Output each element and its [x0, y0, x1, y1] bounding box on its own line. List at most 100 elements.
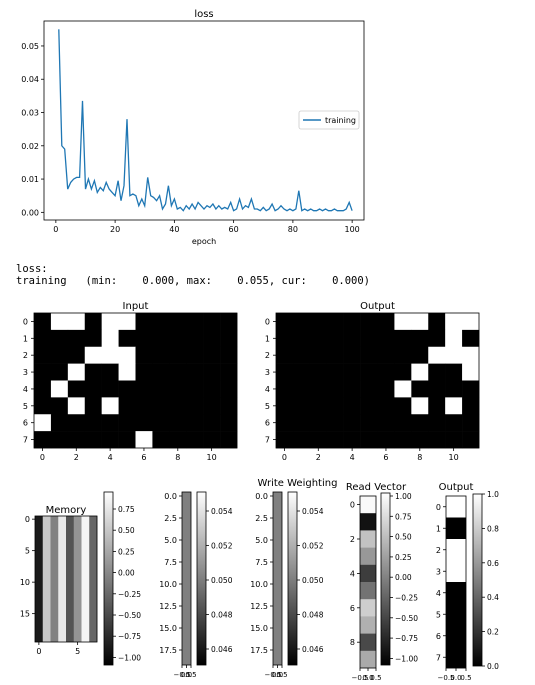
loss-y-tick-label: 0.04 [21, 75, 39, 84]
output-grid-cell [377, 313, 395, 331]
output-grid-cell [394, 380, 412, 398]
output-grid-cell [411, 380, 429, 398]
final-output-y-tick-label: 4 [436, 589, 441, 598]
input-grid-cell [101, 313, 119, 331]
output-grid-x-tick-label: 10 [449, 453, 459, 462]
output-grid-frame [275, 312, 480, 449]
read-vector-cell [360, 599, 376, 617]
write-weighting-panel-y-tick-label: 17.5 [250, 646, 268, 655]
loss-x-tick-label: 0 [53, 225, 58, 234]
output-grid-cell [276, 380, 294, 398]
output-grid-cell [428, 346, 446, 364]
output-grid-cell [309, 380, 328, 398]
input-grid-cell [169, 329, 187, 348]
write-weighting-panel-colorbar-tick-label: 0.050 [302, 576, 324, 585]
input-grid-cell [169, 380, 187, 398]
write-weighting-panel-cell [272, 491, 283, 666]
output-grid-cell [276, 313, 294, 331]
input-grid-cell [186, 414, 204, 432]
loss-x-tick-label: 40 [169, 225, 179, 234]
read-vector-colorbar-tick-label: −0.25 [395, 594, 418, 603]
read-vector-y-tick-label: 6 [350, 604, 355, 613]
read-vector-cell [360, 616, 376, 634]
input-grid-cell [152, 380, 170, 398]
weights-panel-colorbar-tick-label: 0.054 [211, 507, 233, 516]
input-grid-cell [67, 414, 86, 432]
read-vector-y-tick-label: 0 [350, 501, 355, 510]
input-grid-cell [169, 363, 187, 381]
input-grid-cell [152, 329, 170, 348]
loss-y-tick-label: 0.01 [21, 175, 39, 184]
input-grid-cell [101, 431, 119, 449]
output-grid-y-tick-label: 4 [265, 385, 270, 394]
read-vector-cell [360, 530, 376, 548]
input-grid-cell [220, 380, 238, 398]
output-grid-cell [309, 363, 328, 381]
memory-colorbar-tick-label: −0.25 [118, 590, 141, 599]
read-vector-colorbar-tick-label: 0.75 [395, 512, 412, 521]
input-grid-y-tick-label: 6 [23, 419, 28, 428]
memory-column [42, 516, 51, 642]
input-grid-cell [84, 363, 102, 381]
output-grid-cell [462, 431, 480, 449]
input-grid-cell [101, 414, 119, 432]
weights-panel-x-tick-label: 0.0 [181, 671, 192, 679]
output-grid-cell [411, 431, 429, 449]
output-grid-cell [292, 346, 311, 364]
final-output-colorbar-tick-label: 0.2 [487, 628, 499, 637]
input-grid-cell [135, 431, 153, 449]
output-grid-cell [326, 313, 344, 331]
write-weighting-panel-y-tick-label: 15.0 [250, 624, 268, 633]
output-grid-cell [360, 346, 378, 364]
output-grid-cell [276, 397, 294, 415]
write-weighting-panel-y-tick-label: 12.5 [250, 602, 268, 611]
input-grid-x-tick-label: 4 [108, 453, 113, 462]
input-grid-cell [101, 329, 119, 348]
read-vector-colorbar-tick-label: 0.25 [395, 553, 412, 562]
output-grid-cell [326, 431, 344, 449]
input-grid-cell [84, 414, 102, 432]
input-grid-cell [135, 363, 153, 381]
output-grid-cell [377, 346, 395, 364]
loss-y-tick-label: 0.05 [21, 42, 39, 51]
output-grid-cell [360, 380, 378, 398]
log-line-values: training (min: 0.000, max: 0.055, cur: 0… [16, 275, 371, 287]
output-grid-cell [326, 380, 344, 398]
output-grid-cell [428, 313, 446, 331]
input-grid-cell [135, 397, 153, 415]
input-grid-cell [203, 431, 221, 449]
input-grid-cell [50, 363, 69, 381]
input-grid-cell [203, 329, 221, 348]
final-output-cell [446, 646, 466, 669]
output-grid-cell [462, 363, 480, 381]
output-grid-cell [428, 431, 446, 449]
output-grid-y-tick-label: 1 [265, 334, 270, 343]
output-grid-cell [292, 380, 311, 398]
input-grid-cell [186, 397, 204, 415]
output-grid-cell [360, 431, 378, 449]
memory-colorbar-tick-label: 0.75 [118, 505, 135, 514]
input-grid-cell [118, 397, 136, 415]
memory-colorbar-tick-label: 0.00 [118, 569, 135, 578]
memory-y-tick-label: 15 [20, 610, 30, 619]
output-grid-cell [462, 414, 480, 432]
output-grid-cell [377, 380, 395, 398]
input-grid-y-tick-label: 2 [23, 351, 28, 360]
final-output-x-tick-label: 0.0 [450, 674, 461, 682]
read-vector-colorbar-tick-label: 0.00 [395, 573, 412, 582]
input-grid-cell [34, 329, 52, 348]
input-grid-cell [67, 313, 86, 331]
read-vector-colorbar-tick-label: −1.00 [395, 654, 418, 663]
output-grid-cell [326, 329, 344, 348]
input-grid-cell [118, 346, 136, 364]
output-grid-y-tick-label: 2 [265, 351, 270, 360]
output-grid-title: Output [360, 301, 395, 312]
weights-panel-y-tick-label: 0.0 [164, 492, 177, 501]
input-grid-cell [169, 346, 187, 364]
input-grid-x-tick-label: 0 [40, 453, 45, 462]
write-weighting-panel-x-tick-label: −0.5 [265, 671, 282, 679]
write-weighting-panel-y-tick-label: 5.0 [255, 536, 268, 545]
input-grid-cell [84, 380, 102, 398]
loss-x-tick-label: 80 [288, 225, 298, 234]
